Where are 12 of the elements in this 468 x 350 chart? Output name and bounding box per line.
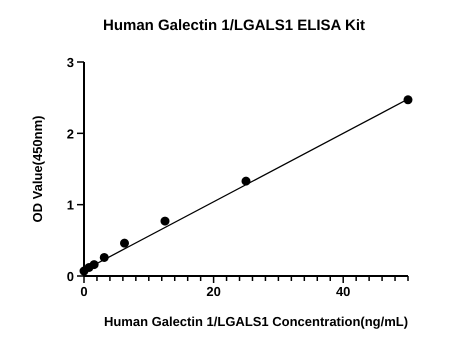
y-axis-title: OD Value(450nm)	[30, 116, 45, 222]
y-tick-label: 1	[66, 198, 74, 213]
y-tick-label: 2	[66, 126, 74, 142]
x-tick-label: 40	[336, 284, 350, 299]
point	[120, 238, 129, 248]
chart-title: Human Galectin 1/LGALS1 ELISA Kit	[103, 17, 365, 34]
x-tick-label: 0	[80, 284, 88, 299]
x-axis-title: Human Galectin 1/LGALS1 Concentration(ng/mL)	[104, 314, 408, 329]
y-tick-label: 3	[66, 55, 74, 70]
x-tick-label: 20	[206, 284, 221, 299]
point	[160, 216, 170, 226]
y-tick-label: 0	[66, 269, 74, 284]
